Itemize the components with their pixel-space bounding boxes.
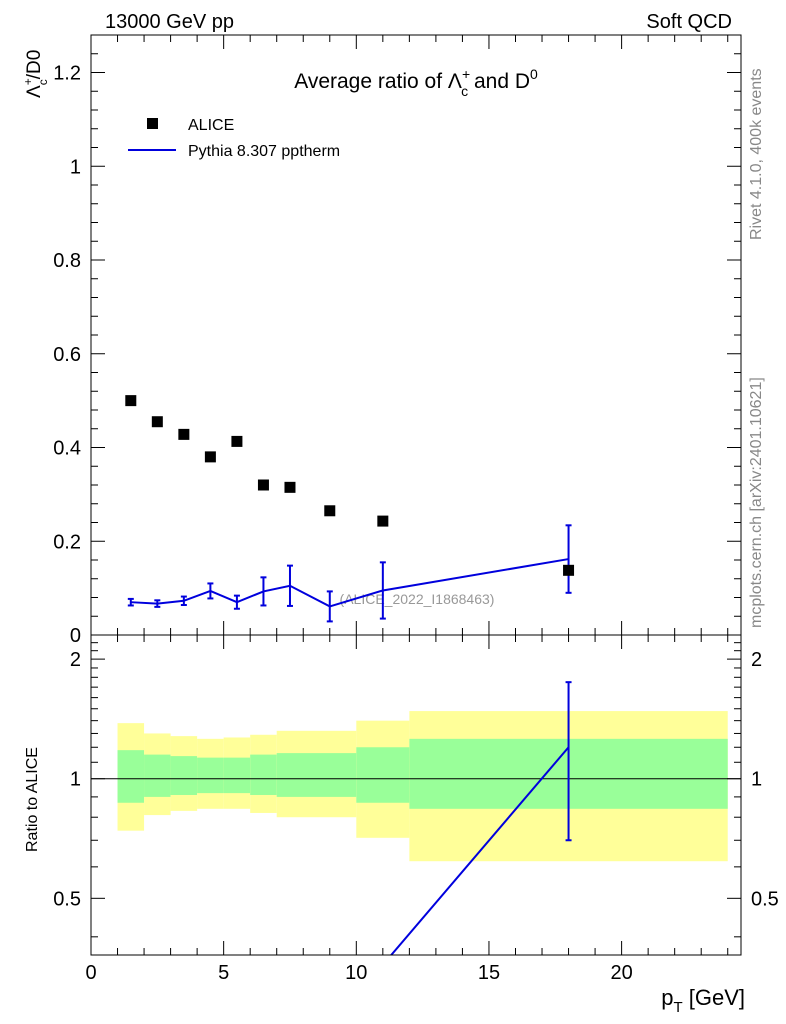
ratio-y-ticks (91, 642, 741, 938)
title-lambda-sup: + (462, 66, 470, 82)
title-lambda-sub: c (461, 83, 468, 99)
title-lambda-symbol: Λ (448, 70, 462, 93)
band-inner (356, 747, 410, 803)
process-label: Soft QCD (646, 11, 732, 33)
title-prefix: Average ratio of (294, 70, 448, 93)
band-inner (223, 757, 251, 794)
xlabel-unit: [GeV] (683, 985, 745, 1010)
ratio-panel: 0.5 0.5 1 1 2 2 0 5 10 15 20 Ratio to ALICE pT [G… (24, 634, 779, 1016)
alice-series (125, 395, 575, 576)
rivet-label: Rivet 4.1.0, 400k events (748, 68, 765, 240)
mcplots-label: mcplots.cern.ch [arXiv:2401.10621] (748, 377, 765, 628)
ylabel-lambda-sup: + (21, 78, 35, 85)
main-y-tick-labels: 0.2 0.4 0.6 0.8 1 1.2 0 (53, 63, 81, 648)
title-d-sup: 0 (530, 66, 538, 82)
ylabel-suffix: /D0 (24, 50, 45, 80)
x-tick-label: 15 (478, 962, 500, 984)
band-inner (170, 756, 198, 795)
alice-data-point (257, 479, 269, 491)
main-y-tick-label: 1 (70, 156, 81, 178)
legend-alice-marker (147, 118, 158, 129)
main-y-ticks (91, 53, 741, 636)
ratio-y-tick-label: 1 (70, 769, 81, 791)
ylabel-lambda-sub: c (36, 79, 50, 85)
alice-data-point (178, 428, 190, 440)
ratio-x-ticks (90, 635, 729, 955)
legend-alice-label: ALICE (188, 117, 234, 134)
ratio-y-tick-labels: 0.5 0.5 1 1 2 2 (53, 649, 779, 910)
x-tick-label: 0 (85, 962, 96, 984)
pythia-line (130, 558, 569, 608)
ratio-series (389, 681, 572, 955)
ratio-y-tick-label: 0.5 (53, 888, 81, 910)
xlabel-sub: T (673, 999, 682, 1016)
alice-data-point (324, 505, 336, 517)
alice-data-point (231, 435, 243, 447)
ratio-y-axis-label: Ratio to ALICE (24, 747, 41, 852)
band-inner (250, 754, 277, 795)
ratio-y-tick-label: 2 (70, 649, 81, 671)
alice-data-point (377, 515, 389, 527)
legend-pythia-label: Pythia 8.307 pptherm (188, 143, 340, 160)
main-y-tick-label-zero: 0 (70, 625, 81, 647)
x-tick-label: 10 (345, 962, 367, 984)
ratio-line (389, 746, 570, 955)
alice-data-point (284, 481, 296, 493)
main-y-tick-label: 0.8 (53, 250, 81, 272)
uncertainty-bands (117, 711, 728, 862)
alice-data-point (563, 564, 575, 576)
band-inner (276, 753, 357, 797)
band-inner (117, 750, 145, 803)
main-panel: 0.20.40.60.811.20 (ALICE_2022_I1868463) … (21, 34, 742, 648)
alice-data-point (151, 416, 163, 428)
main-x-ticks (90, 35, 729, 635)
ratio-y-tick-label-right: 0.5 (751, 888, 779, 910)
main-y-tick-label: 0.4 (53, 438, 81, 460)
band-inner (197, 757, 224, 794)
xlabel-p: p (661, 985, 673, 1010)
ylabel-lambda-symbol: Λ (24, 85, 45, 98)
main-y-tick-label: 1.2 (53, 63, 81, 85)
x-tick-label: 5 (218, 962, 229, 984)
x-tick-labels: 0 5 10 15 20 (85, 962, 632, 984)
band-inner (144, 754, 171, 797)
pythia-series (127, 524, 572, 623)
title-suffix: and D (468, 70, 530, 93)
energy-label: 13000 GeV pp (105, 11, 234, 33)
legend: ALICE Pythia 8.307 pptherm (128, 117, 340, 160)
watermark: (ALICE_2022_I1868463) (340, 591, 495, 607)
main-y-tick-label: 0.6 (53, 344, 81, 366)
ratio-frame (90, 634, 742, 956)
main-y-axis-label: Λ+c/D0 (21, 50, 50, 98)
ratio-y-tick-label-right: 1 (751, 769, 762, 791)
ratio-y-tick-label-right: 2 (751, 649, 762, 671)
main-y-tick-label: 0.2 (53, 531, 81, 553)
x-tick-label: 20 (610, 962, 632, 984)
alice-data-point (204, 451, 216, 463)
alice-data-point (125, 395, 137, 407)
plot-title: Average ratio of Λ+ c and D0 (294, 66, 538, 99)
x-axis-label: pT [GeV] (661, 985, 745, 1016)
